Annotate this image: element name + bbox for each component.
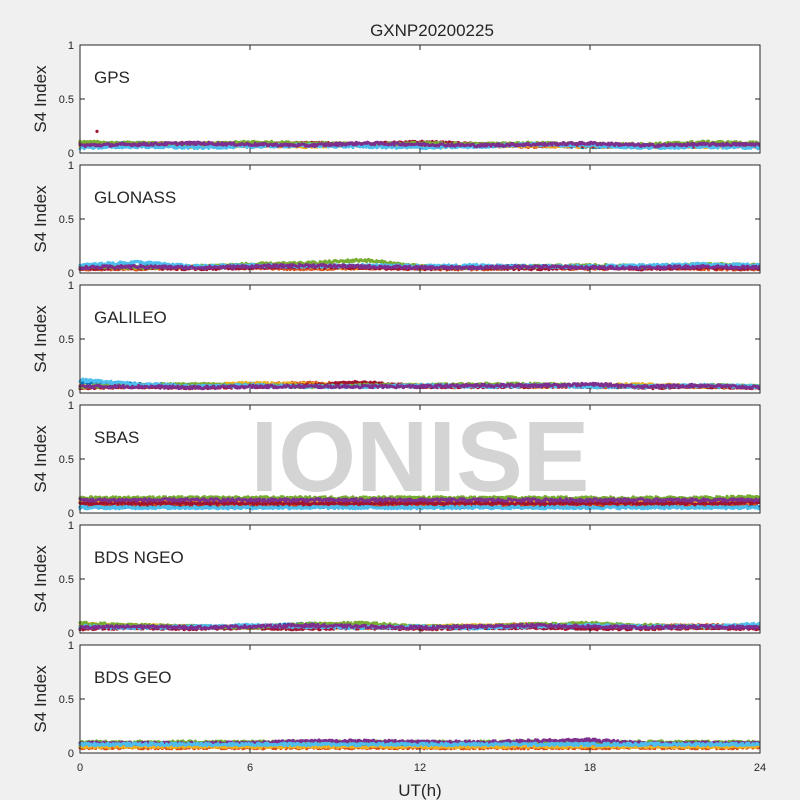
figure-title: GXNP20200225 [370,21,494,40]
outlier-point [95,130,98,133]
y-tick-label: 0.5 [59,94,74,106]
axes-background [80,165,760,273]
axes-background [80,45,760,153]
panel-label: GPS [94,68,130,87]
y-tick-label: 1 [68,40,74,52]
y-tick-label: 0 [68,148,74,160]
panel-0: 0 0.5 1 GPS S4 Index [31,40,761,160]
panel-1: 00.51GLONASSS4 Index [31,160,761,280]
y-axis-label: S4 Index [31,65,50,133]
